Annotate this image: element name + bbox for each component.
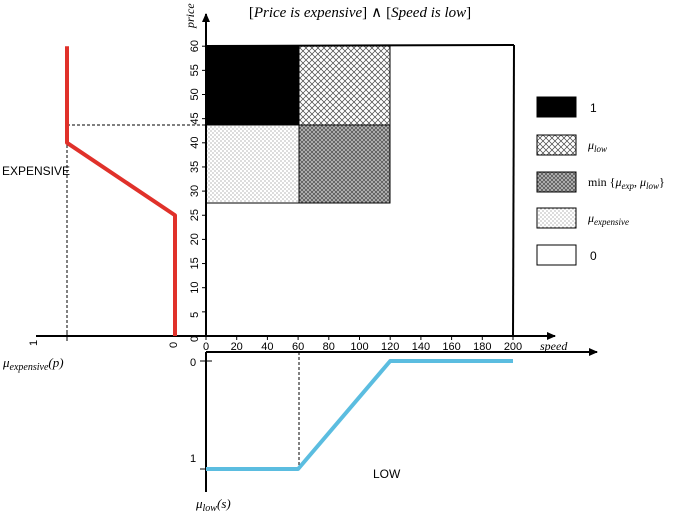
legend-swatch-dots — [536, 207, 577, 229]
legend-swatch-crosshatch — [536, 134, 577, 156]
left-tick-one: 1 — [28, 340, 40, 346]
legend-label-one: 1 — [590, 101, 597, 115]
low-membership-curve — [206, 359, 513, 471]
speed-tick-label: 20 — [231, 341, 243, 353]
region-high-price-low-speed-black — [205, 45, 300, 126]
speed-tick-label: 80 — [323, 341, 335, 353]
speed-tick-label: 100 — [350, 341, 368, 353]
bottom-tick-one: 1 — [190, 453, 196, 465]
price-tick-label: 5 — [189, 312, 201, 318]
frame-top-line — [205, 44, 515, 47]
speed-tick-label: 180 — [473, 341, 491, 353]
region-mid-price-mid-speed-dense — [298, 124, 391, 204]
region-mid-price-low-speed-dotted — [205, 124, 300, 204]
speed-tick-label: 160 — [442, 341, 460, 353]
low-label: LOW — [373, 467, 401, 481]
left-membership-panel: 1 0 EXPENSIVE μexpensive(p) — [2, 46, 206, 373]
speed-tick-label: 40 — [261, 341, 273, 353]
speed-tick-label: 0 — [203, 341, 209, 353]
legend: 1 μlow min {μexp, μlow} μexpensive 0 — [536, 96, 665, 266]
price-tick-label: 30 — [189, 185, 201, 197]
price-tick-label: 50 — [189, 88, 201, 100]
region-high-price-mid-speed-crosshatch — [298, 45, 391, 126]
frame-right-line — [512, 44, 515, 337]
diagram-title: [Price is expensive] ∧ [Speed is low] — [249, 5, 471, 21]
region-group — [205, 45, 391, 204]
price-tick-label: 55 — [189, 64, 201, 76]
legend-label-mu-low: μlow — [587, 138, 607, 154]
speed-tick-label: 140 — [412, 341, 430, 353]
legend-swatch-black — [536, 96, 577, 118]
left-tick-zero: 0 — [168, 342, 180, 348]
legend-label-zero: 0 — [590, 249, 597, 263]
price-tick-label: 10 — [189, 281, 201, 293]
price-ticks: 0 5 10 15 20 25 30 35 40 45 50 55 60 — [189, 40, 206, 342]
bottom-function-label: μlow(s) — [195, 496, 231, 514]
speed-tick-label: 120 — [381, 341, 399, 353]
price-tick-label: 45 — [189, 112, 201, 124]
price-tick-label: 25 — [189, 209, 201, 221]
left-function-label: μexpensive(p) — [2, 355, 64, 373]
speed-tick-label: 60 — [292, 341, 304, 353]
price-tick-label: 40 — [189, 137, 201, 149]
legend-swatch-dense — [536, 171, 577, 193]
speed-tick-label: 200 — [504, 341, 522, 353]
legend-swatch-white — [536, 244, 577, 266]
bottom-tick-zero: 0 — [190, 357, 196, 369]
price-tick-label: 0 — [189, 336, 201, 342]
speed-ticks: 0 20 40 60 80 100 120 140 160 180 200 — [203, 336, 522, 353]
legend-label-mu-expensive: μexpensive — [587, 211, 629, 227]
expensive-membership-curve — [65, 46, 177, 336]
price-tick-label: 20 — [189, 233, 201, 245]
expensive-label: EXPENSIVE — [2, 164, 70, 178]
price-tick-label: 60 — [189, 40, 201, 52]
price-axis-label: price — [183, 3, 197, 29]
speed-axis-label: speed — [540, 339, 568, 353]
legend-label-min: min {μexp, μlow} — [588, 175, 665, 191]
bottom-membership-panel: 0 1 LOW μlow(s) — [190, 348, 598, 514]
price-tick-label: 35 — [189, 161, 201, 173]
price-tick-label: 15 — [189, 257, 201, 269]
